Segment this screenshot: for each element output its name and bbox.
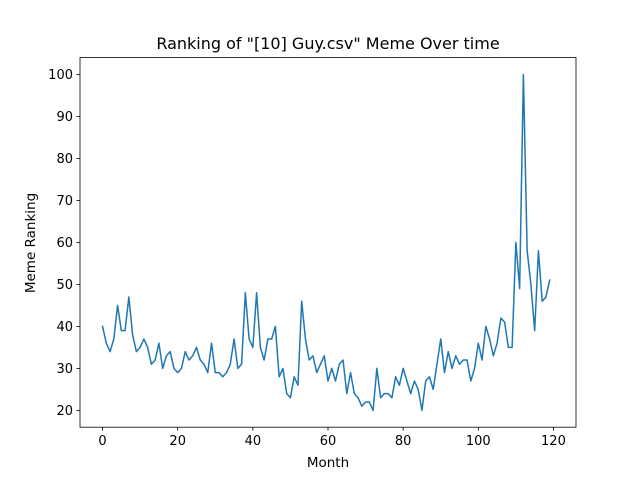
y-tick-label: 70 (56, 194, 73, 209)
x-tick-label: 40 (245, 434, 262, 449)
y-tick-label: 20 (56, 404, 73, 419)
y-axis-label: Meme Ranking (23, 193, 39, 293)
x-tick-label: 0 (98, 434, 106, 449)
x-tick-label: 120 (541, 434, 566, 449)
y-tick-label: 100 (48, 68, 73, 83)
y-tick-label: 30 (56, 362, 73, 377)
series-line-0 (101, 73, 551, 412)
y-tick-label: 90 (56, 110, 73, 125)
x-axis-label: Month (307, 455, 349, 471)
x-tick-label: 100 (466, 434, 491, 449)
y-tick-label: 40 (56, 320, 73, 335)
y-tick-label: 50 (56, 278, 73, 293)
y-tick-label: 80 (56, 152, 73, 167)
x-tick-label: 20 (169, 434, 186, 449)
y-tick-label: 60 (56, 236, 73, 251)
chart-title: Ranking of "[10] Guy.csv" Meme Over time (156, 34, 499, 53)
plot-frame (79, 57, 577, 428)
x-tick-label: 80 (395, 434, 412, 449)
x-tick-label: 60 (320, 434, 337, 449)
